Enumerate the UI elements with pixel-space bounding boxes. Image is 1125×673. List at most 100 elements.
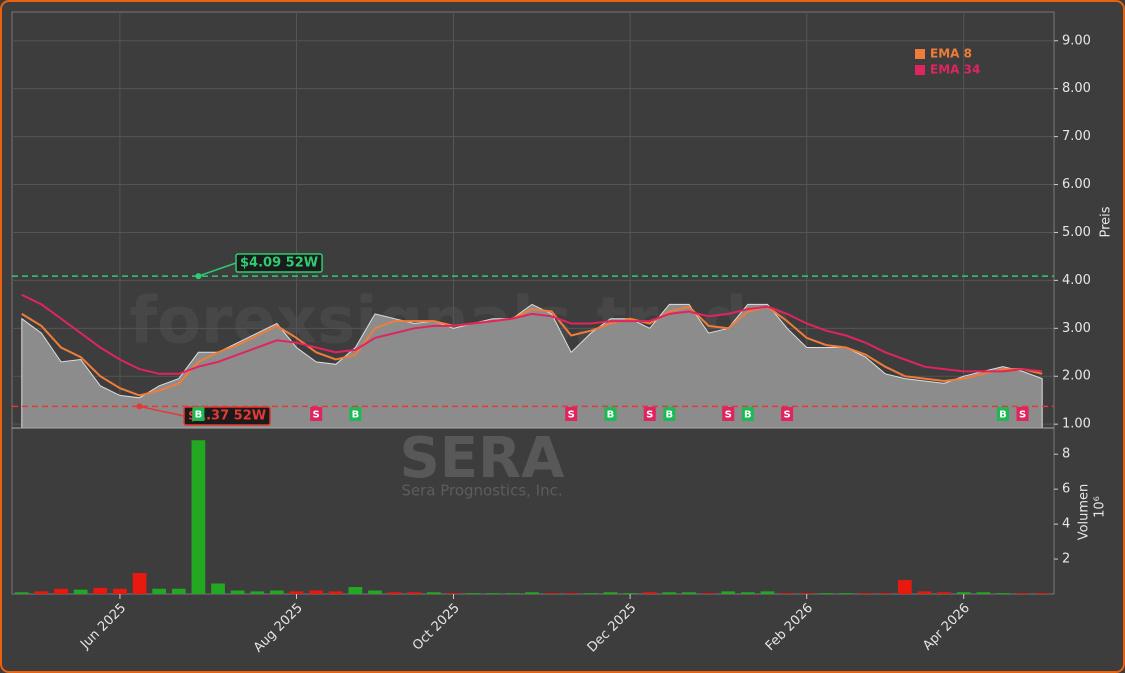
volume-bar: [309, 590, 324, 594]
volume-bar: [603, 592, 618, 594]
y-tick-label: 8: [1062, 447, 1070, 462]
volume-bar: [721, 591, 736, 594]
volume-bar: [387, 592, 402, 594]
y-axis-label: Volumen: [1077, 484, 1092, 541]
y-tick-label: 9.00: [1062, 33, 1091, 48]
volume-bar: [564, 593, 579, 594]
legend-label: EMA 34: [930, 63, 980, 77]
signal-box: [643, 407, 656, 421]
volume-bar: [348, 587, 363, 594]
signal-label: B: [607, 410, 615, 421]
volume-bar: [54, 588, 68, 594]
signal-box: [1016, 407, 1029, 421]
volume-bar: [113, 588, 127, 594]
signal-label: S: [313, 410, 320, 421]
volume-bar: [976, 592, 991, 594]
volume-bar: [799, 593, 814, 594]
volume-bar: [34, 591, 49, 594]
volume-bar: [191, 440, 206, 594]
volume-bar: [956, 592, 971, 594]
volume-bar: [701, 593, 716, 594]
volume-bar: [73, 589, 88, 594]
signal-box: [310, 407, 323, 421]
volume-bar: [93, 587, 108, 594]
legend-swatch: [915, 49, 925, 59]
y-tick-label: 4.00: [1062, 273, 1091, 288]
volume-bar: [14, 592, 29, 594]
level-arrow: [139, 405, 185, 417]
volume-bar: [485, 593, 500, 594]
signal-label: B: [999, 410, 1007, 421]
level-point: [195, 273, 202, 280]
watermark-company: Sera Prognostics, Inc.: [401, 482, 562, 500]
volume-bar: [211, 583, 225, 594]
volume-bar: [1035, 593, 1050, 594]
volume-bar: [682, 592, 696, 594]
signal-box: [565, 407, 578, 421]
volume-bar: [878, 593, 893, 594]
volume-bar: [917, 591, 932, 594]
y-tick-label: 3.00: [1062, 321, 1091, 336]
y-tick-label: 2: [1062, 552, 1070, 567]
volume-bar: [897, 580, 912, 594]
volume-bar: [132, 573, 147, 594]
volume-bar: [505, 593, 520, 594]
signal-label: B: [352, 410, 360, 421]
volume-bar: [858, 593, 873, 594]
price-area: [21, 303, 1043, 429]
volume-bar: [270, 590, 284, 594]
level-box: [235, 253, 323, 273]
volume-bar: [996, 593, 1010, 594]
volume-bar: [407, 592, 422, 594]
volume-bar: [289, 591, 304, 594]
volume-bar: [623, 593, 637, 594]
signal-box: [192, 407, 205, 421]
y-tick-label: 4: [1062, 517, 1070, 532]
volume-bar: [525, 592, 539, 594]
signal-label: S: [783, 410, 790, 421]
signal-label: S: [646, 410, 653, 421]
plot-area: [11, 11, 1055, 595]
signal-label: S: [568, 410, 575, 421]
signal-box: [996, 407, 1009, 421]
volume-bar: [250, 591, 265, 594]
watermark-ticker: SERA: [399, 426, 565, 491]
signal-label: S: [725, 410, 732, 421]
signal-label: S: [1019, 410, 1026, 421]
signal-box: [741, 407, 754, 421]
y-axis-label: Preis: [1099, 206, 1114, 237]
y-tick-label: 5.00: [1062, 225, 1091, 240]
y-tick-label: 6: [1062, 482, 1070, 497]
y-tick-label: 7.00: [1062, 129, 1091, 144]
volume-bar: [328, 591, 343, 594]
signal-box: [722, 407, 735, 421]
y-tick-label: 6.00: [1062, 177, 1091, 192]
volume-bar: [446, 593, 461, 594]
volume-bar: [839, 593, 853, 594]
volume-bar: [819, 593, 834, 594]
signal-box: [604, 407, 617, 421]
legend-swatch: [915, 65, 925, 75]
volume-bar: [152, 588, 167, 594]
signal-box: [781, 407, 794, 421]
signal-box: [663, 407, 676, 421]
y-tick-label: 2.00: [1062, 369, 1091, 384]
level-label: $1.37 52W: [188, 409, 266, 424]
volume-bar: [937, 592, 951, 594]
volume-bar: [230, 590, 245, 594]
signal-label: B: [195, 410, 203, 421]
legend-label: EMA 8: [930, 47, 972, 61]
y-tick-label: 8.00: [1062, 81, 1091, 96]
signal-label: B: [666, 410, 674, 421]
level-point: [136, 403, 143, 410]
level-box: [183, 406, 271, 426]
volume-bar: [584, 593, 598, 594]
axis-multiplier: 10⁶: [1093, 496, 1108, 518]
volume-bar: [760, 591, 775, 594]
volume-bar: [427, 592, 441, 594]
volume-bar: [466, 593, 480, 594]
y-tick-label: 1.00: [1062, 417, 1091, 432]
volume-bar: [642, 592, 657, 594]
volume-bar: [544, 593, 559, 594]
